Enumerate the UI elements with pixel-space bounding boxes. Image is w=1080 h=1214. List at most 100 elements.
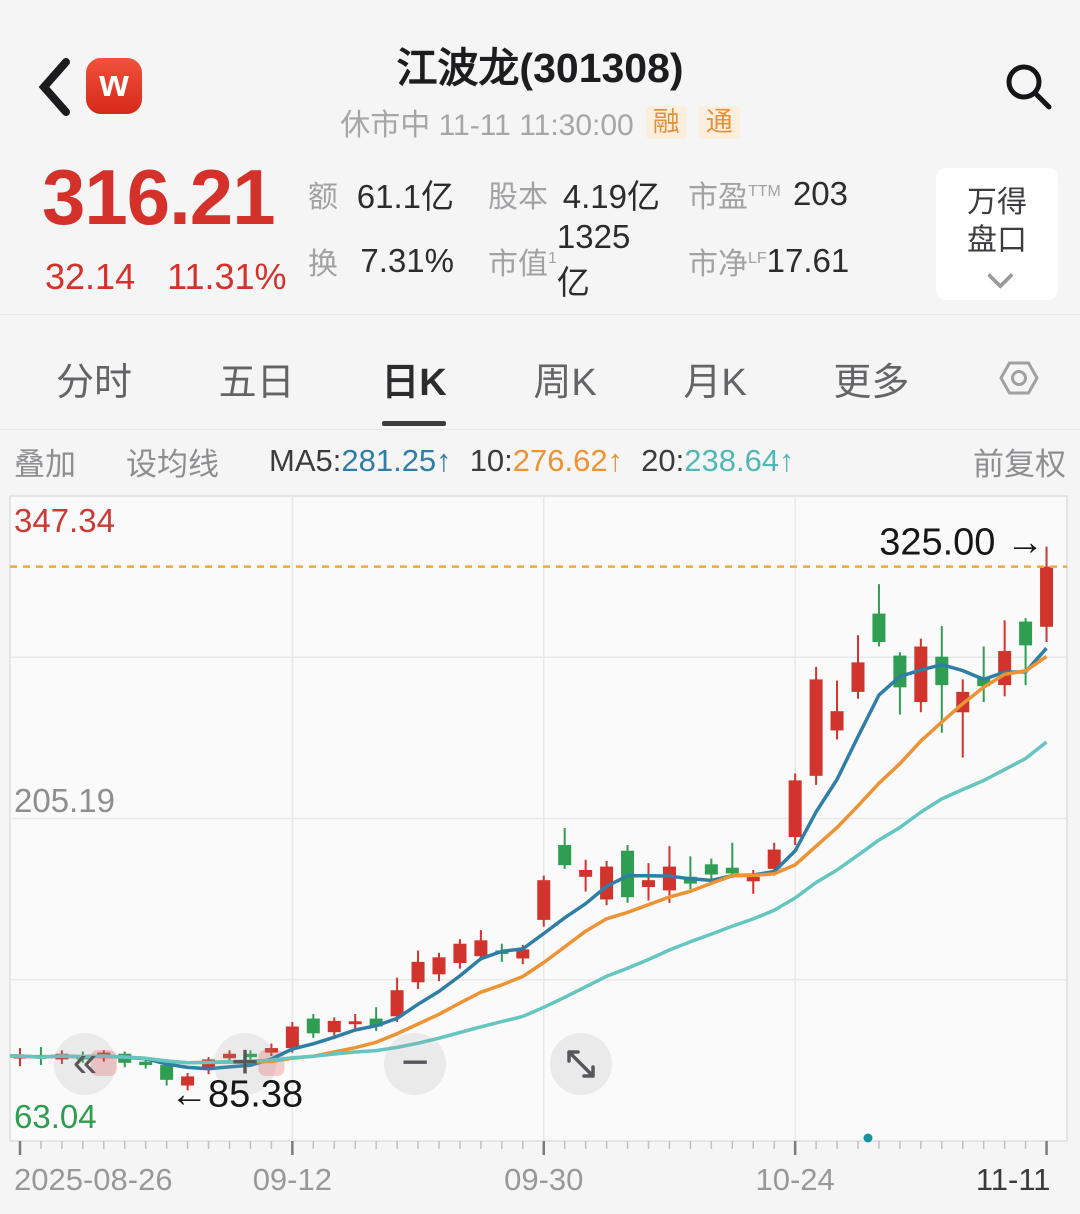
candle-body [830, 711, 844, 731]
set-ma-button[interactable]: 设均线 [126, 446, 219, 482]
candle-body [977, 678, 991, 687]
stat-label: 额 [308, 181, 338, 214]
chart-rewind-button[interactable]: « [54, 1033, 116, 1095]
stat-label: 股本 [488, 181, 548, 214]
candle-body [474, 940, 488, 957]
wind-app-logo[interactable]: w [86, 58, 142, 114]
x-axis-label: 2025-08-26 [14, 1162, 173, 1197]
tab-five-day[interactable]: 五日 [218, 361, 295, 404]
chart-settings-icon[interactable] [996, 355, 1042, 401]
page-title: 江波龙(301308) [396, 45, 684, 91]
expand-icon [567, 1050, 595, 1078]
tab-intraday[interactable]: 分时 [56, 361, 133, 404]
candle-body [767, 849, 781, 869]
stat-market-cap: 市值1 1325亿 [454, 218, 660, 304]
ma5-value: 281.25↑ [341, 443, 452, 478]
chart-zoom-out-button[interactable]: − [384, 1033, 446, 1095]
stat-label: 换 [308, 248, 338, 281]
stat-turnover: 换 7.31% [308, 218, 454, 304]
wind-order-book-panel[interactable]: 万得 盘口 [936, 168, 1058, 300]
y-axis-mid-label: 205.19 [14, 782, 115, 819]
stat-pe-ttm: 市盈TTM 203 [660, 170, 848, 218]
candle-body [223, 1053, 236, 1059]
adjust-mode-button[interactable]: 前复权 [973, 446, 1066, 482]
x-axis-label: 09-30 [504, 1162, 583, 1197]
candle-body [1019, 621, 1033, 646]
candle-body [704, 864, 718, 875]
stat-value: 17.61 [766, 242, 850, 279]
market-status: 休市中 11-11 11:30:00 [340, 109, 634, 142]
stat-label: 市值1 [488, 248, 557, 281]
stat-pb-lf: 市净LF 17.61 [660, 218, 850, 304]
candle-body [327, 1020, 341, 1033]
divider [0, 429, 1080, 430]
stat-value: 4.19亿 [562, 178, 660, 215]
stat-value: 203 [792, 175, 848, 212]
candle-body [432, 957, 446, 975]
candle-body [579, 869, 593, 877]
candle-body [306, 1018, 320, 1034]
stat-value: 1325亿 [556, 218, 631, 301]
rewind-icon: « [73, 1037, 97, 1086]
chart-zoom-in-button[interactable]: + [214, 1033, 276, 1095]
status-row: 休市中 11-11 11:30:00 融 通 [0, 100, 1080, 144]
candle-body [558, 845, 572, 866]
search-icon[interactable] [1000, 58, 1056, 114]
overlay-button[interactable]: 叠加 [14, 446, 76, 482]
stat-amount: 额 61.1亿 [308, 170, 454, 218]
chevron-down-icon [986, 262, 1014, 290]
candle-body [662, 866, 676, 891]
ma20-line [10, 740, 1048, 1065]
candle-body [264, 1048, 278, 1053]
candle-body [725, 867, 739, 874]
candle-body [537, 880, 551, 920]
zoom-out-icon: − [401, 1036, 429, 1089]
stat-label: 市净LF [688, 248, 767, 281]
candle-body [160, 1065, 174, 1080]
candle-body [872, 613, 886, 642]
candle-body [411, 961, 425, 983]
candle-body [642, 880, 655, 887]
ma5-line [10, 647, 1048, 1071]
tab-weekly-k[interactable]: 周K [533, 361, 597, 404]
x-axis-label: 11-11 [976, 1162, 1051, 1197]
quote-stats: 额 61.1亿 股本 4.19亿 市盈TTM 203 换 7.31% 市值1 1… [308, 170, 910, 301]
candle-body [348, 1021, 362, 1025]
candle-body [390, 990, 404, 1017]
candle-body [621, 850, 635, 898]
tab-more[interactable]: 更多 [833, 361, 910, 404]
candle-body [453, 943, 467, 963]
price-change: 32.14 [45, 256, 136, 297]
price-change-percent: 11.31% [167, 256, 287, 297]
chart-expand-button[interactable] [550, 1033, 612, 1095]
candlestick-chart[interactable]: 2025-08-26 09-12 09-30 10-24 11-11 347.34 205.… [0, 492, 1080, 1214]
last-price: 316.21 [42, 153, 276, 241]
stat-value: 61.1亿 [356, 178, 454, 215]
ma-indicator-bar: 叠加 设均线 MA5: 281.25↑ 10: 276.62↑ 20: 238.… [0, 432, 1080, 490]
candle-body [202, 1059, 216, 1070]
chart-period-tabs: 分时 五日 日K 周K 月K 更多 [0, 332, 1080, 426]
ma5-label: MA5: [269, 443, 342, 478]
candle-body [1040, 566, 1054, 627]
candle-body [788, 780, 802, 838]
tab-daily-k[interactable]: 日K [381, 337, 447, 426]
candle-body [851, 662, 865, 692]
candle-body [998, 651, 1012, 686]
ma20-label: 20: [641, 443, 685, 478]
back-icon[interactable] [36, 56, 76, 118]
candle-body [809, 679, 823, 776]
ma10-value: 276.62↑ [512, 443, 624, 478]
connect-badge[interactable]: 通 [698, 105, 740, 139]
zoom-in-button-bg [214, 1033, 276, 1095]
x-axis-label: 09-12 [253, 1162, 332, 1197]
x-axis-label: 10-24 [756, 1162, 835, 1197]
event-dot [863, 1133, 873, 1143]
candle-body [914, 646, 928, 703]
low-price-annotation: ←85.38 [170, 1073, 303, 1115]
ma10-label: 10: [469, 443, 513, 478]
candle-body [369, 1018, 383, 1027]
candle-body [516, 949, 530, 959]
margin-badge[interactable]: 融 [645, 105, 687, 139]
candle-body [935, 656, 949, 686]
tab-monthly-k[interactable]: 月K [683, 361, 747, 404]
